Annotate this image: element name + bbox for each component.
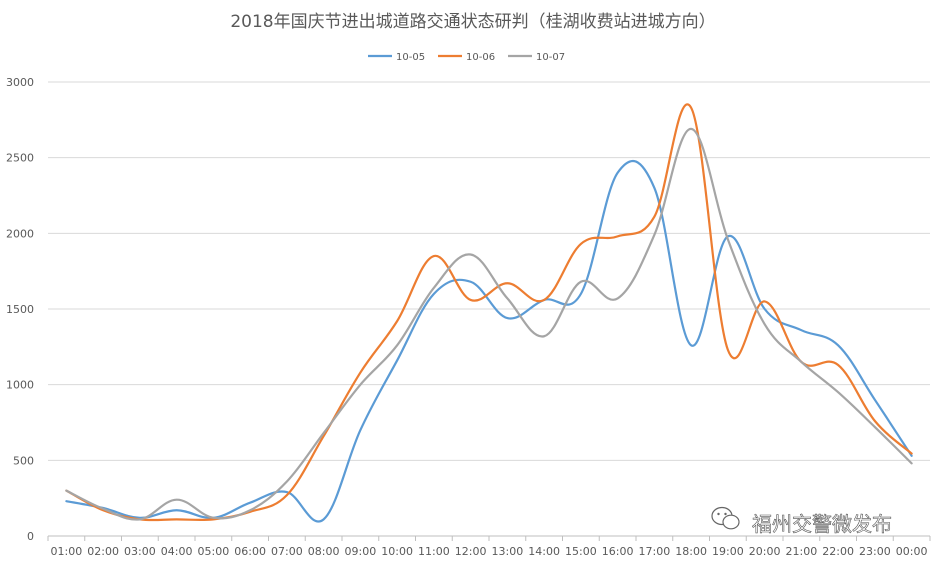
x-tick-label: 07:00 [271,545,303,558]
gridlines [48,81,930,461]
x-tick-label: 22:00 [822,545,854,558]
x-tick-label: 00:00 [896,545,928,558]
x-axis: 01:00 02:00 03:00 04:00 05:00 06:00 07:00 08:00… [47,535,931,558]
x-tick-label: 09:00 [345,545,377,558]
x-tick-label: 19:00 [712,545,744,558]
y-tick-label: 1500 [6,303,34,316]
x-tick-label: 06:00 [234,545,266,558]
x-tick-label: 16:00 [602,545,634,558]
x-tick-label: 02:00 [87,545,119,558]
series-line-10-06 [65,103,913,522]
x-tick-label: 04:00 [161,545,193,558]
y-tick-label: 2500 [6,152,34,165]
y-tick-label: 3000 [6,76,34,89]
x-tick-label: 12:00 [455,545,487,558]
y-tick-label: 0 [27,530,34,543]
series-group [65,103,913,523]
x-tick-label: 14:00 [528,545,560,558]
legend-item: 10-06 [438,52,495,63]
chart-title: 2018年国庆节进出城道路交通状态研判（桂湖收费站进城方向） [230,12,715,32]
x-tick-label: 05:00 [198,545,230,558]
x-tick-label: 03:00 [124,545,156,558]
legend-item: 10-05 [368,52,425,63]
y-tick-label: 2000 [6,227,34,240]
legend-item: 10-07 [508,52,565,63]
legend: 10-05 10-06 10-07 [368,52,565,63]
x-tick-label: 08:00 [308,545,340,558]
legend-label: 10-05 [396,52,425,63]
legend-label: 10-07 [536,52,565,63]
x-tick-label: 17:00 [639,545,671,558]
series-line-10-07 [65,127,913,521]
x-tick-label: 13:00 [492,545,524,558]
watermark-text: 福州交警微发布 [752,512,892,536]
wechat-icon [711,506,740,530]
x-tick-label: 20:00 [749,545,781,558]
x-tick-label: 01:00 [51,545,83,558]
x-tick-label: 23:00 [859,545,891,558]
x-tick-label: 15:00 [565,545,597,558]
y-axis: 0 500 1000 1500 2000 2500 3000 [6,76,34,543]
x-tick-label: 11:00 [418,545,450,558]
x-tick-label: 21:00 [786,545,818,558]
watermark: 福州交警微发布 [711,506,892,536]
x-tick-label: 18:00 [675,545,707,558]
y-tick-label: 1000 [6,379,34,392]
legend-label: 10-06 [466,52,495,63]
series-line-10-05 [65,159,913,523]
x-tick-label: 10:00 [381,545,413,558]
y-tick-label: 500 [13,454,34,467]
